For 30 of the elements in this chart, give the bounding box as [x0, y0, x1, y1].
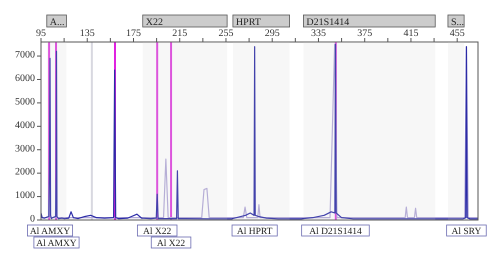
band-label: D21S1414: [306, 17, 350, 28]
x-tick-label: 95: [36, 28, 46, 39]
y-tick-label: 4000: [15, 120, 35, 131]
x-tick-label: 335: [310, 28, 326, 39]
y-tick-label: 7000: [15, 50, 35, 61]
y-tick-label: 2000: [15, 166, 35, 178]
x-tick-label: 135: [80, 28, 95, 39]
annotation: Al AMXY: [36, 239, 77, 249]
x-tick-label: 415: [403, 28, 418, 39]
x-tick-label: 175: [126, 28, 141, 39]
x-tick-label: 215: [172, 28, 188, 39]
annotation: Al D21S1414: [309, 227, 362, 237]
x-tick-label: 455: [450, 28, 465, 39]
y-tick-label: 1000: [15, 190, 35, 202]
x-tick-label: 375: [357, 28, 372, 39]
y-tick-label: 0: [30, 214, 35, 225]
annotation: Al HPRT: [236, 227, 273, 237]
annotation: Al X22: [156, 239, 186, 249]
band-label: A...: [50, 17, 65, 28]
annotation: Al AMXY: [30, 227, 70, 237]
x-tick-label: 255: [218, 28, 234, 39]
y-tick-label: 5000: [15, 96, 35, 108]
annotation: Al X22: [143, 227, 172, 237]
x-tick-label: 295: [264, 28, 280, 39]
y-tick-label: 3000: [15, 143, 35, 154]
band-label: X22: [146, 17, 163, 28]
band-label: HPRT: [236, 17, 261, 28]
band-label: S...: [450, 17, 464, 28]
annotation: Al SRY: [452, 227, 482, 237]
y-tick-label: 6000: [15, 73, 35, 84]
